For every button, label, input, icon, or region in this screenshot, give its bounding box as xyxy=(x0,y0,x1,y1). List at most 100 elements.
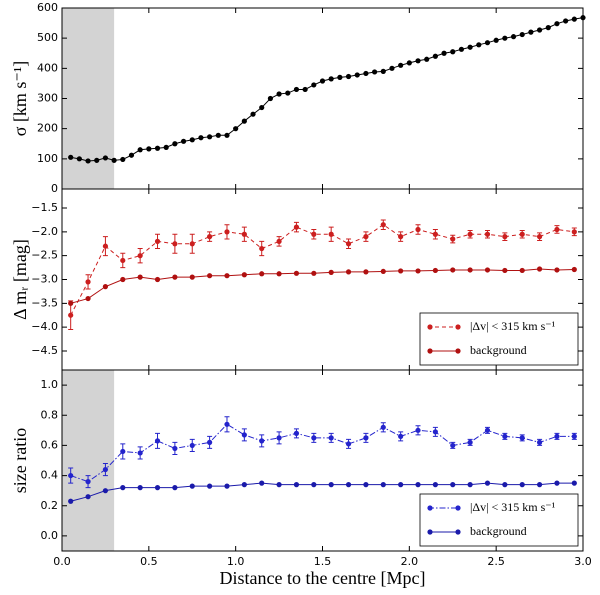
data-point xyxy=(276,91,282,97)
data-point xyxy=(528,29,534,35)
data-point xyxy=(432,267,438,274)
data-point xyxy=(571,480,577,486)
data-point xyxy=(536,234,543,240)
data-point xyxy=(571,433,577,439)
data-point xyxy=(207,439,213,445)
data-point xyxy=(415,58,421,64)
data-point xyxy=(502,35,508,41)
x-tick-label: 2.5 xyxy=(487,555,505,568)
data-point xyxy=(363,269,369,275)
y-axis-label: Δ mᵣ [mag] xyxy=(10,239,30,320)
data-point xyxy=(68,472,74,479)
x-tick-label: 0.0 xyxy=(53,555,71,568)
legend-marker xyxy=(427,529,433,535)
data-point xyxy=(345,482,352,488)
data-point xyxy=(484,427,491,433)
data-point xyxy=(120,276,126,283)
data-point xyxy=(163,144,169,150)
legend: |Δv| < 315 km s⁻¹ background xyxy=(419,312,579,366)
data-point xyxy=(536,439,543,445)
data-point xyxy=(68,300,74,306)
data-point xyxy=(241,432,247,438)
data-point xyxy=(172,241,178,247)
data-point xyxy=(328,76,334,82)
y-tick-label: 200 xyxy=(37,122,58,135)
data-point xyxy=(224,273,230,279)
data-point xyxy=(363,234,369,240)
data-point xyxy=(302,86,308,93)
data-point xyxy=(241,482,247,488)
data-point xyxy=(432,231,438,237)
data-point xyxy=(363,70,369,77)
data-point xyxy=(311,270,317,276)
legend-box xyxy=(419,493,579,547)
data-point xyxy=(172,485,178,491)
data-point xyxy=(484,480,491,486)
data-point xyxy=(137,450,143,456)
data-point xyxy=(85,295,91,302)
x-axis-label: Distance to the centre [Mpc] xyxy=(220,568,426,588)
data-point xyxy=(458,46,465,52)
data-point xyxy=(68,154,74,160)
data-point xyxy=(536,482,543,488)
data-point xyxy=(85,158,91,164)
data-point xyxy=(120,156,126,163)
data-point xyxy=(233,126,239,132)
legend-marker xyxy=(427,324,433,330)
data-point xyxy=(276,238,282,244)
data-point xyxy=(432,53,438,59)
data-point xyxy=(111,157,117,163)
data-point xyxy=(189,442,195,449)
data-point xyxy=(450,442,456,449)
data-point xyxy=(554,226,560,233)
data-point xyxy=(467,267,473,273)
y-tick-label: 0.8 xyxy=(41,408,59,421)
data-point xyxy=(380,268,386,275)
data-point xyxy=(450,236,456,242)
data-point xyxy=(276,482,282,488)
legend-marker xyxy=(427,348,433,354)
data-point xyxy=(554,21,560,27)
data-point xyxy=(467,231,473,237)
data-point xyxy=(259,438,265,444)
x-tick-label: 0.5 xyxy=(140,555,158,568)
data-point xyxy=(415,427,421,433)
data-point xyxy=(493,37,499,43)
data-point xyxy=(380,222,386,228)
data-point xyxy=(450,267,456,273)
data-point xyxy=(450,49,456,55)
legend-marker xyxy=(455,324,461,330)
data-point xyxy=(207,483,213,489)
data-point xyxy=(571,266,577,273)
data-point xyxy=(519,482,525,488)
data-point xyxy=(172,274,178,280)
data-point xyxy=(484,231,491,237)
y-axis-label: σ [km s⁻¹] xyxy=(10,61,30,137)
y-tick-label: −4.5 xyxy=(31,344,58,357)
y-tick-label: 0.6 xyxy=(41,438,59,451)
data-point xyxy=(519,31,525,38)
data-point xyxy=(137,253,143,259)
y-tick-label: 600 xyxy=(37,1,58,14)
x-tick-label: 3.0 xyxy=(574,555,592,568)
y-tick-label: 400 xyxy=(37,61,58,74)
data-point xyxy=(328,269,334,275)
data-point xyxy=(102,284,109,290)
data-point xyxy=(189,483,195,489)
data-point xyxy=(207,273,213,279)
data-point xyxy=(467,44,473,50)
data-point xyxy=(154,238,161,244)
data-point xyxy=(224,132,230,138)
data-point xyxy=(293,430,300,436)
data-point xyxy=(180,138,187,144)
data-point xyxy=(345,241,352,247)
y-tick-label: −1.5 xyxy=(31,201,58,214)
data-point xyxy=(137,147,143,153)
data-point xyxy=(545,25,551,31)
y-axis-label: size ratio xyxy=(10,428,30,493)
data-point xyxy=(354,72,360,78)
data-point xyxy=(259,104,265,111)
data-point xyxy=(345,269,352,275)
y-tick-label: 0.2 xyxy=(41,499,59,512)
